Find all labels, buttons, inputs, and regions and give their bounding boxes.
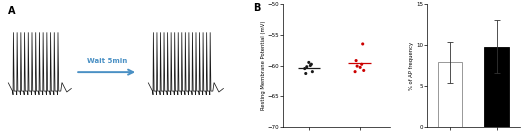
Y-axis label: Resting Membrane Potential (mV): Resting Membrane Potential (mV)	[261, 21, 266, 110]
Point	[356, 66, 364, 68]
Bar	[485, 47, 509, 127]
Point	[360, 69, 368, 72]
Point	[301, 72, 310, 75]
Point	[306, 64, 314, 67]
Point	[358, 63, 366, 65]
Bar	[438, 62, 462, 127]
Text: B: B	[254, 3, 261, 13]
Text: Wait 5min: Wait 5min	[87, 58, 127, 64]
Text: A: A	[8, 6, 15, 16]
Point	[307, 63, 316, 65]
Point	[302, 66, 311, 68]
Point	[300, 68, 309, 70]
Point	[308, 71, 317, 73]
Point	[359, 43, 367, 45]
Point	[352, 59, 360, 62]
Y-axis label: % of AP frequency: % of AP frequency	[409, 41, 414, 90]
Point	[351, 71, 359, 73]
Point	[304, 61, 313, 64]
Point	[353, 65, 361, 67]
